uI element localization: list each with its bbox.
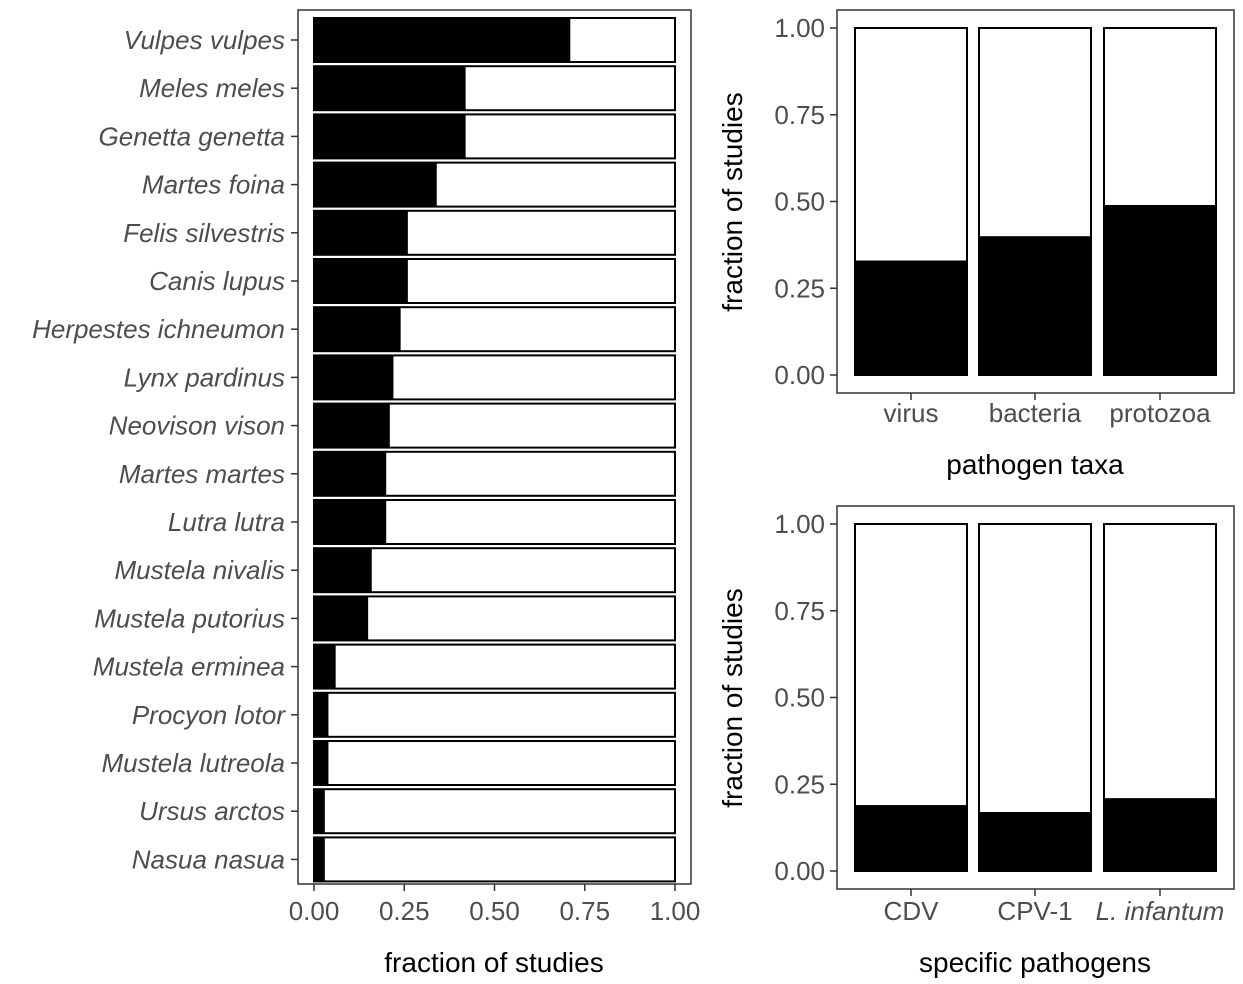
species-bar-fraction-herpestes-ichneumon: [314, 307, 401, 352]
species-bar-total-procyon-lotor: [313, 691, 676, 738]
species-bar-fraction-vulpes-vulpes: [314, 18, 571, 62]
species-x-tick-label-0: 0.00: [289, 896, 340, 926]
specific-pathogens-category-labels: CDV CPV-1 L. infantum: [884, 889, 1225, 926]
specific-y-tick-label-1: 0.25: [774, 769, 825, 799]
specific-bar-fraction-cdv: [855, 805, 967, 871]
pathogen-taxa-panel: 0.00 0.25 0.50 0.75 1.00 virus bacteria protoz…: [717, 9, 1235, 480]
species-label-canis-lupus: Canis lupus: [149, 266, 285, 296]
species-label-neovison-vison: Neovison vison: [109, 411, 285, 441]
species-bar-fraction-canis-lupus: [314, 259, 408, 303]
taxa-label-bacteria: bacteria: [989, 398, 1082, 428]
taxa-y-tick-label-3: 0.75: [774, 100, 825, 130]
species-label-martes-foina: Martes foina: [142, 170, 285, 200]
specific-pathogens-y-axis-title: fraction of studies: [717, 588, 748, 807]
species-label-lutra-lutra: Lutra lutra: [168, 507, 285, 537]
species-bar-fraction-felis-silvestris: [314, 210, 408, 255]
species-label-felis-silvestris: Felis silvestris: [123, 218, 285, 248]
species-bar-total-mustela-erminea: [313, 643, 676, 690]
specific-pathogens-panel: 0.00 0.25 0.50 0.75 1.00 CDV CPV-1 L. infantum…: [717, 505, 1235, 978]
taxa-y-tick-label-0: 0.00: [774, 360, 825, 390]
species-label-genetta-genetta: Genetta genetta: [99, 121, 285, 151]
species-bar-fraction-ursus-arctos: [314, 789, 325, 834]
specific-label-l-infantum: L. infantum: [1096, 896, 1225, 926]
species-label-meles-meles: Meles meles: [139, 73, 285, 103]
species-bar-fraction-martes-foina: [314, 162, 437, 207]
taxa-bar-fraction-virus: [855, 260, 967, 375]
species-x-tick-label-1: 0.25: [379, 896, 430, 926]
species-bar-fraction-lutra-lutra: [314, 500, 387, 544]
taxa-bar-fraction-protozoa: [1104, 204, 1216, 375]
specific-bar-fraction-cpv-1: [979, 812, 1091, 871]
taxa-label-protozoa: protozoa: [1109, 398, 1211, 428]
species-x-tick-label-4: 1.00: [650, 896, 701, 926]
specific-bar-fraction-l-infantum: [1104, 798, 1216, 871]
species-bar-fraction-mustela-putorius: [314, 596, 369, 641]
pathogen-taxa-bars: [854, 27, 1217, 376]
pathogen-taxa-category-labels: virus bacteria protozoa: [884, 393, 1211, 428]
taxa-y-tick-label-2: 0.50: [774, 187, 825, 217]
pathogen-taxa-x-axis-title: pathogen taxa: [946, 449, 1124, 480]
specific-pathogens-x-axis-title: specific pathogens: [919, 947, 1151, 978]
species-x-tick-label-3: 0.75: [559, 896, 610, 926]
species-bar-fraction-mustela-erminea: [314, 644, 336, 689]
species-label-ursus-arctos: Ursus arctos: [139, 796, 285, 826]
species-bar-total-mustela-putorius: [313, 595, 676, 642]
species-label-vulpes-vulpes: Vulpes vulpes: [124, 25, 285, 55]
species-label-herpestes-ichneumon: Herpestes ichneumon: [32, 314, 285, 344]
specific-label-cdv: CDV: [884, 896, 940, 926]
specific-y-tick-label-2: 0.50: [774, 683, 825, 713]
species-bar-total-mustela-lutreola: [313, 740, 676, 786]
species-category-labels: Vulpes vulpes Meles meles Genetta genetta M…: [32, 25, 298, 874]
species-bar-fraction-mustela-lutreola: [314, 741, 329, 785]
species-bar-total-nasua-nasua: [313, 836, 676, 883]
species-bar-fraction-mustela-nivalis: [314, 548, 372, 593]
species-bar-fraction-nasua-nasua: [314, 837, 325, 882]
species-bar-fraction-genetta-genetta: [314, 114, 466, 159]
taxa-y-tick-label-4: 1.00: [774, 13, 825, 43]
specific-y-tick-label-4: 1.00: [774, 509, 825, 539]
species-bar-fraction-martes-martes: [314, 451, 387, 496]
pathogen-taxa-y-ticks: 0.00 0.25 0.50 0.75 1.00: [774, 13, 837, 390]
specific-pathogens-bars: [854, 523, 1217, 872]
species-panel: Vulpes vulpes Meles meles Genetta genetta M…: [32, 9, 701, 978]
pathogen-taxa-y-axis-title: fraction of studies: [717, 92, 748, 311]
taxa-y-tick-label-1: 0.25: [774, 273, 825, 303]
specific-y-tick-label-0: 0.00: [774, 856, 825, 886]
species-label-mustela-erminea: Mustela erminea: [93, 652, 285, 682]
species-bar-fraction-meles-meles: [314, 66, 466, 111]
taxa-bar-fraction-bacteria: [979, 236, 1091, 375]
species-bar-total-ursus-arctos: [313, 788, 676, 835]
species-label-nasua-nasua: Nasua nasua: [132, 844, 285, 874]
species-label-mustela-nivalis: Mustela nivalis: [114, 555, 285, 585]
species-bars: [313, 17, 676, 883]
species-label-lynx-pardinus: Lynx pardinus: [124, 362, 285, 392]
species-label-procyon-lotor: Procyon lotor: [132, 700, 287, 730]
species-bar-fraction-neovison-vison: [314, 403, 390, 448]
species-label-mustela-putorius: Mustela putorius: [94, 603, 285, 633]
specific-pathogens-y-ticks: 0.00 0.25 0.50 0.75 1.00: [774, 509, 837, 886]
specific-label-cpv-1: CPV-1: [997, 896, 1072, 926]
taxa-label-virus: virus: [884, 398, 939, 428]
species-label-mustela-lutreola: Mustela lutreola: [101, 748, 285, 778]
species-bar-fraction-procyon-lotor: [314, 692, 329, 737]
species-x-tick-label-2: 0.50: [469, 896, 520, 926]
species-x-axis-title: fraction of studies: [384, 947, 603, 978]
species-bar-fraction-lynx-pardinus: [314, 355, 394, 400]
specific-y-tick-label-3: 0.75: [774, 596, 825, 626]
species-label-martes-martes: Martes martes: [119, 459, 285, 489]
species-x-ticks: 0.00 0.25 0.50 0.75 1.00: [289, 884, 701, 926]
